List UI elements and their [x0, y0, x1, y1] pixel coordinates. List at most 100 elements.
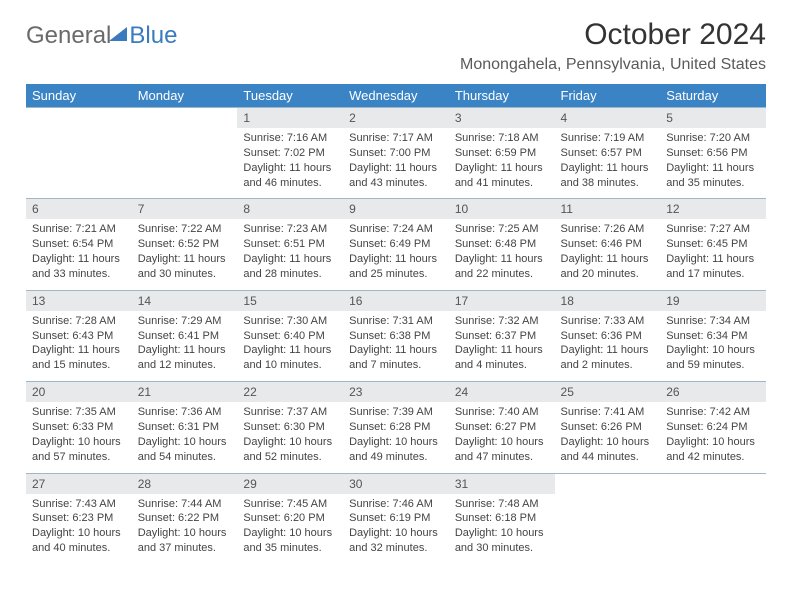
logo-text-general: General — [26, 22, 111, 50]
day-details: Sunrise: 7:26 AMSunset: 6:46 PMDaylight:… — [555, 219, 661, 289]
day-d1: Daylight: 11 hours — [243, 343, 337, 358]
day-number: 7 — [132, 199, 238, 219]
calendar-day-cell: 20Sunrise: 7:35 AMSunset: 6:33 PMDayligh… — [26, 382, 132, 473]
day-number: 24 — [449, 382, 555, 402]
day-number: 5 — [660, 108, 766, 128]
day-d2: and 54 minutes. — [138, 450, 232, 465]
day-d1: Daylight: 11 hours — [243, 161, 337, 176]
day-d2: and 35 minutes. — [243, 541, 337, 556]
day-ss: Sunset: 6:26 PM — [561, 420, 655, 435]
dow-thursday: Thursday — [449, 84, 555, 108]
title-block: October 2024 Monongahela, Pennsylvania, … — [460, 18, 766, 74]
day-d2: and 44 minutes. — [561, 450, 655, 465]
day-d1: Daylight: 11 hours — [243, 252, 337, 267]
logo: General Blue — [26, 22, 177, 50]
day-d2: and 7 minutes. — [349, 358, 443, 373]
calendar-day-cell: 15Sunrise: 7:30 AMSunset: 6:40 PMDayligh… — [237, 290, 343, 381]
day-sr: Sunrise: 7:29 AM — [138, 314, 232, 329]
day-sr: Sunrise: 7:46 AM — [349, 497, 443, 512]
day-number: 8 — [237, 199, 343, 219]
day-d2: and 32 minutes. — [349, 541, 443, 556]
day-number: 10 — [449, 199, 555, 219]
day-details: Sunrise: 7:34 AMSunset: 6:34 PMDaylight:… — [660, 311, 766, 381]
day-number: 25 — [555, 382, 661, 402]
day-details: Sunrise: 7:23 AMSunset: 6:51 PMDaylight:… — [237, 219, 343, 289]
day-d2: and 40 minutes. — [32, 541, 126, 556]
day-d1: Daylight: 11 hours — [32, 343, 126, 358]
day-sr: Sunrise: 7:41 AM — [561, 405, 655, 420]
day-d1: Daylight: 11 hours — [138, 343, 232, 358]
day-d1: Daylight: 10 hours — [243, 435, 337, 450]
day-ss: Sunset: 6:28 PM — [349, 420, 443, 435]
day-sr: Sunrise: 7:28 AM — [32, 314, 126, 329]
day-d2: and 35 minutes. — [666, 176, 760, 191]
day-d1: Daylight: 10 hours — [32, 435, 126, 450]
day-number: 19 — [660, 291, 766, 311]
day-number: 6 — [26, 199, 132, 219]
logo-text-blue: Blue — [129, 22, 177, 50]
day-sr: Sunrise: 7:20 AM — [666, 131, 760, 146]
dow-tuesday: Tuesday — [237, 84, 343, 108]
day-sr: Sunrise: 7:18 AM — [455, 131, 549, 146]
day-sr: Sunrise: 7:39 AM — [349, 405, 443, 420]
day-d2: and 46 minutes. — [243, 176, 337, 191]
day-ss: Sunset: 6:38 PM — [349, 329, 443, 344]
day-details: Sunrise: 7:17 AMSunset: 7:00 PMDaylight:… — [343, 128, 449, 198]
day-d2: and 41 minutes. — [455, 176, 549, 191]
empty-cell — [132, 108, 238, 170]
day-d1: Daylight: 11 hours — [455, 343, 549, 358]
day-details: Sunrise: 7:20 AMSunset: 6:56 PMDaylight:… — [660, 128, 766, 198]
calendar-day-cell: 10Sunrise: 7:25 AMSunset: 6:48 PMDayligh… — [449, 199, 555, 290]
day-d1: Daylight: 11 hours — [561, 252, 655, 267]
day-sr: Sunrise: 7:16 AM — [243, 131, 337, 146]
day-sr: Sunrise: 7:25 AM — [455, 222, 549, 237]
day-sr: Sunrise: 7:35 AM — [32, 405, 126, 420]
calendar-day-cell: 8Sunrise: 7:23 AMSunset: 6:51 PMDaylight… — [237, 199, 343, 290]
dow-saturday: Saturday — [660, 84, 766, 108]
day-d2: and 38 minutes. — [561, 176, 655, 191]
day-sr: Sunrise: 7:43 AM — [32, 497, 126, 512]
day-number: 11 — [555, 199, 661, 219]
day-details: Sunrise: 7:29 AMSunset: 6:41 PMDaylight:… — [132, 311, 238, 381]
day-d1: Daylight: 10 hours — [666, 435, 760, 450]
day-sr: Sunrise: 7:26 AM — [561, 222, 655, 237]
day-d2: and 15 minutes. — [32, 358, 126, 373]
location-subtitle: Monongahela, Pennsylvania, United States — [460, 56, 766, 74]
day-details: Sunrise: 7:45 AMSunset: 6:20 PMDaylight:… — [237, 494, 343, 564]
day-details: Sunrise: 7:37 AMSunset: 6:30 PMDaylight:… — [237, 402, 343, 472]
calendar-day-cell: 2Sunrise: 7:17 AMSunset: 7:00 PMDaylight… — [343, 108, 449, 199]
day-d1: Daylight: 10 hours — [666, 343, 760, 358]
day-details: Sunrise: 7:16 AMSunset: 7:02 PMDaylight:… — [237, 128, 343, 198]
day-number: 27 — [26, 474, 132, 494]
month-title: October 2024 — [460, 18, 766, 52]
day-details: Sunrise: 7:44 AMSunset: 6:22 PMDaylight:… — [132, 494, 238, 564]
day-d1: Daylight: 10 hours — [561, 435, 655, 450]
dow-sunday: Sunday — [26, 84, 132, 108]
day-ss: Sunset: 6:30 PM — [243, 420, 337, 435]
day-d1: Daylight: 10 hours — [349, 435, 443, 450]
day-ss: Sunset: 6:18 PM — [455, 511, 549, 526]
day-sr: Sunrise: 7:23 AM — [243, 222, 337, 237]
day-d1: Daylight: 11 hours — [349, 161, 443, 176]
day-ss: Sunset: 6:57 PM — [561, 146, 655, 161]
calendar-body: 1Sunrise: 7:16 AMSunset: 7:02 PMDaylight… — [26, 108, 766, 564]
day-d1: Daylight: 11 hours — [666, 161, 760, 176]
day-sr: Sunrise: 7:32 AM — [455, 314, 549, 329]
day-details: Sunrise: 7:18 AMSunset: 6:59 PMDaylight:… — [449, 128, 555, 198]
day-d1: Daylight: 10 hours — [138, 435, 232, 450]
calendar-day-cell: 27Sunrise: 7:43 AMSunset: 6:23 PMDayligh… — [26, 473, 132, 564]
day-ss: Sunset: 6:51 PM — [243, 237, 337, 252]
dow-monday: Monday — [132, 84, 238, 108]
day-d2: and 47 minutes. — [455, 450, 549, 465]
day-ss: Sunset: 6:19 PM — [349, 511, 443, 526]
day-ss: Sunset: 6:34 PM — [666, 329, 760, 344]
day-sr: Sunrise: 7:21 AM — [32, 222, 126, 237]
day-details: Sunrise: 7:25 AMSunset: 6:48 PMDaylight:… — [449, 219, 555, 289]
day-ss: Sunset: 6:37 PM — [455, 329, 549, 344]
day-ss: Sunset: 6:40 PM — [243, 329, 337, 344]
calendar-week-row: 13Sunrise: 7:28 AMSunset: 6:43 PMDayligh… — [26, 290, 766, 381]
day-d2: and 25 minutes. — [349, 267, 443, 282]
calendar-day-cell: 17Sunrise: 7:32 AMSunset: 6:37 PMDayligh… — [449, 290, 555, 381]
day-sr: Sunrise: 7:42 AM — [666, 405, 760, 420]
day-ss: Sunset: 6:43 PM — [32, 329, 126, 344]
